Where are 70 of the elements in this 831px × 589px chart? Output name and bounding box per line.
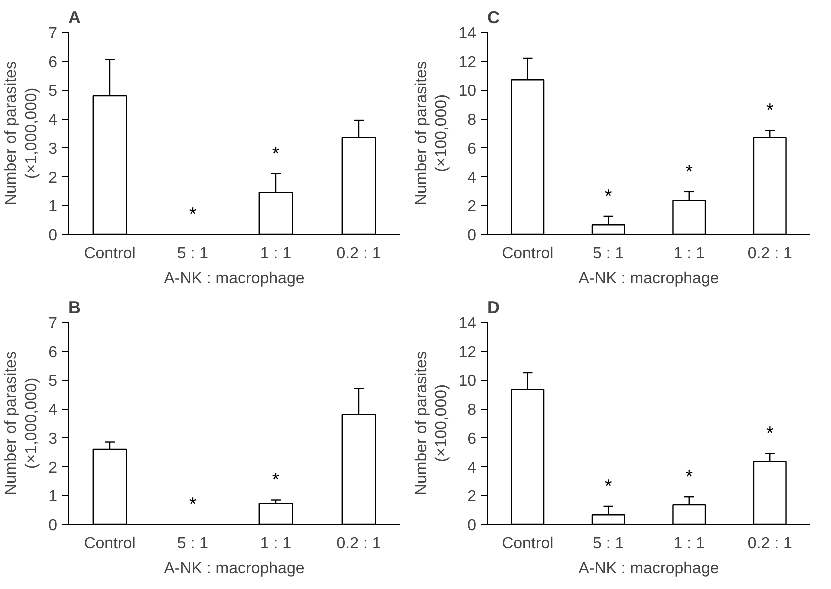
data-label: * [686,160,694,182]
chart-title: A [68,8,82,28]
y-tick-label: 8 [468,112,477,130]
chart-title: B [68,298,82,318]
y-tick-label: 0 [468,228,477,244]
y-axis-title: Number of parasites (×1,000,000) [3,61,41,206]
x-tick-label: 1 : 1 [260,246,292,262]
x-tick-label: Control [502,246,554,262]
x-tick-label: 1 : 1 [260,536,292,552]
x-tick-label: 0.2 : 1 [748,536,792,552]
x-axis-title: A-NK : macrophage [578,560,720,578]
x-tick-label: 0.2 : 1 [748,246,792,262]
y-tick-label: 0 [48,518,58,534]
y-tick-label: 10 [458,83,477,100]
x-tick-label: 1 : 1 [674,536,706,552]
x-axis-title: A-NK : macrophage [164,270,305,288]
y-tick-label: 0 [48,228,58,244]
x-tick-label: 5 : 1 [177,246,209,262]
y-tick-label: 6 [468,430,477,448]
y-tick-label: 2 [468,198,477,216]
x-tick-label: 5 : 1 [593,246,624,262]
x-tick-label: Control [502,536,554,552]
y-tick-label: 7 [48,26,58,42]
y-tick-label: 3 [48,140,58,158]
y-tick-label: 14 [458,316,477,332]
y-tick-label: 1 [48,488,58,506]
data-label: * [189,493,197,514]
y-tick-label: 12 [458,54,477,72]
data-label: * [604,475,612,496]
y-tick-label: 3 [48,430,58,448]
x-axis-title: A-NK : macrophage [164,560,305,578]
y-tick-label: 5 [48,373,58,390]
data-label: * [686,466,694,487]
y-axis-title: Number of parasites (×100,000) [413,61,451,206]
x-tick-label: Control [84,536,136,552]
chart-title: C [488,8,500,28]
y-tick-label: 4 [468,460,477,477]
data-label: * [272,469,280,490]
data-label: * [766,100,774,121]
data-label: * [272,142,280,164]
x-tick-label: 0.2 : 1 [336,246,382,262]
y-tick-label: 1 [48,198,58,216]
y-tick-label: 4 [48,402,58,420]
y-tick-label: 8 [468,402,477,420]
y-axis-title: Number of parasites (×1,000,000) [3,351,41,496]
y-tick-label: 6 [48,344,58,362]
y-tick-label: 4 [468,170,477,187]
x-tick-label: Control [84,246,136,262]
y-tick-label: 2 [48,170,58,187]
data-label: * [604,185,612,206]
x-tick-label: 0.2 : 1 [336,536,382,552]
data-label: * [766,422,774,444]
y-tick-label: 4 [48,112,58,130]
y-tick-label: 0 [468,518,477,534]
x-tick-label: 5 : 1 [177,536,209,552]
y-tick-label: 7 [48,316,58,332]
y-tick-label: 6 [468,140,477,158]
y-axis-title: Number of parasites (×100,000) [413,351,451,496]
y-tick-label: 6 [48,54,58,72]
y-tick-label: 14 [458,26,477,42]
x-tick-label: 1 : 1 [674,246,706,262]
chart-title: D [488,298,500,318]
x-axis-title: A-NK : macrophage [578,270,720,288]
x-tick-label: 5 : 1 [593,536,624,552]
y-tick-label: 2 [468,488,477,506]
data-label: * [189,203,197,224]
y-tick-label: 10 [458,373,477,390]
y-tick-label: 2 [48,460,58,477]
y-tick-label: 5 [48,83,58,100]
y-tick-label: 12 [458,344,477,362]
